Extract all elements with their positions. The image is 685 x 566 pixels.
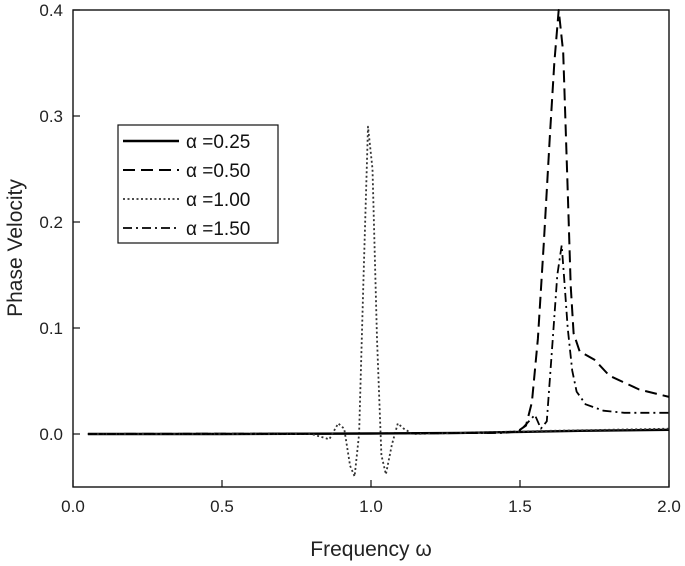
y-axis-label: Phase Velocity — [4, 179, 27, 317]
y-tick-label: 0.1 — [39, 319, 63, 338]
legend: α =0.25 α =0.50 α =1.00 α =1.50 — [117, 124, 279, 244]
y-tick-label: 0.2 — [39, 213, 63, 232]
axis-ticks: 0.0 0.5 1.0 1.5 2.0 0.0 0.1 0.2 0.3 0.4 — [39, 1, 680, 516]
data-series — [87, 9, 670, 478]
y-tick-label: 0.4 — [39, 1, 63, 20]
legend-label-2: α =0.50 — [186, 161, 250, 182]
legend-label-4: α =1.50 — [186, 219, 250, 240]
y-tick-label: 0.0 — [39, 425, 63, 444]
plot-area-frame — [72, 9, 670, 488]
y-tick-label: 0.3 — [39, 107, 63, 126]
series-line-4 — [87, 244, 669, 435]
x-tick-label: 1.5 — [508, 497, 532, 516]
legend-label-1: α =0.25 — [186, 132, 250, 153]
x-tick-label: 2.0 — [657, 497, 681, 516]
x-axis-label: Frequency ω — [310, 538, 431, 561]
x-tick-label: 1.0 — [359, 497, 383, 516]
legend-box — [117, 124, 279, 244]
legend-label-3: α =1.00 — [186, 190, 250, 211]
series-line-2 — [87, 9, 670, 435]
x-tick-label: 0.5 — [210, 497, 234, 516]
x-tick-label: 0.0 — [61, 497, 85, 516]
